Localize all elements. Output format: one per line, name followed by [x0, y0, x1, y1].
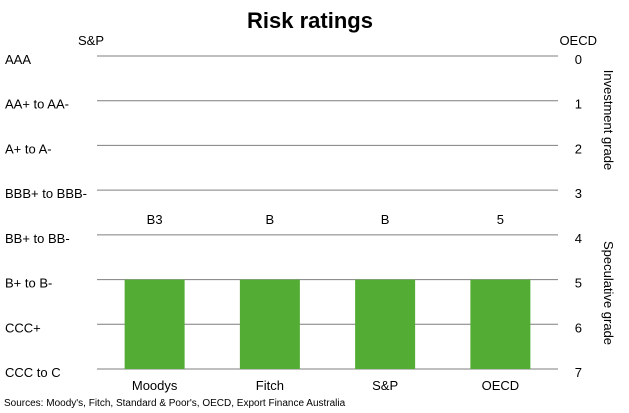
bars [124, 279, 531, 369]
chart-title: Risk ratings [247, 8, 373, 33]
left-tick-labels: AAA AA+ to AA- A+ to A- BBB+ to BBB- BB+ to … [5, 52, 87, 380]
left-tick-label: CCC+ [5, 320, 41, 335]
right-tick-label: 2 [575, 141, 582, 156]
bar-value-label: B3 [147, 212, 163, 227]
left-tick-label: BB+ to BB- [5, 231, 70, 246]
bar [124, 279, 185, 369]
right-tick-label: 7 [575, 365, 582, 380]
bar-value-label: 5 [497, 212, 504, 227]
right-tick-label: 5 [575, 276, 582, 291]
investment-grade-label: Investment grade [601, 70, 616, 170]
left-tick-label: AAA [5, 52, 31, 67]
right-tick-label: 6 [575, 320, 582, 335]
bar [239, 279, 300, 369]
right-tick-label: 4 [575, 231, 582, 246]
right-tick-label: 3 [575, 186, 582, 201]
bar [355, 279, 416, 369]
left-tick-label: CCC to C [5, 365, 61, 380]
left-axis-title: S&P [78, 33, 104, 48]
bar-value-label: B [381, 212, 390, 227]
right-tick-label: 1 [575, 97, 582, 112]
bar-value-label: B [266, 212, 275, 227]
right-axis-title: OECD [559, 33, 597, 48]
source-note: Sources: Moody's, Fitch, Standard & Poor… [4, 398, 346, 409]
right-tick-label: 0 [575, 52, 582, 67]
left-tick-label: A+ to A- [5, 141, 52, 156]
category-label: Moodys [132, 378, 178, 393]
category-labels: Moodys Fitch S&P OECD [132, 378, 519, 393]
left-tick-label: AA+ to AA- [5, 97, 69, 112]
category-label: S&P [372, 378, 398, 393]
bar [470, 279, 531, 369]
category-label: Fitch [256, 378, 284, 393]
right-tick-labels: 0 1 2 3 4 5 6 7 [575, 52, 582, 380]
speculative-grade-label: Speculative grade [601, 241, 616, 345]
category-label: OECD [482, 378, 520, 393]
left-tick-label: B+ to B- [5, 276, 52, 291]
bar-value-labels: B3 B B 5 [147, 212, 504, 227]
left-tick-label: BBB+ to BBB- [5, 186, 87, 201]
